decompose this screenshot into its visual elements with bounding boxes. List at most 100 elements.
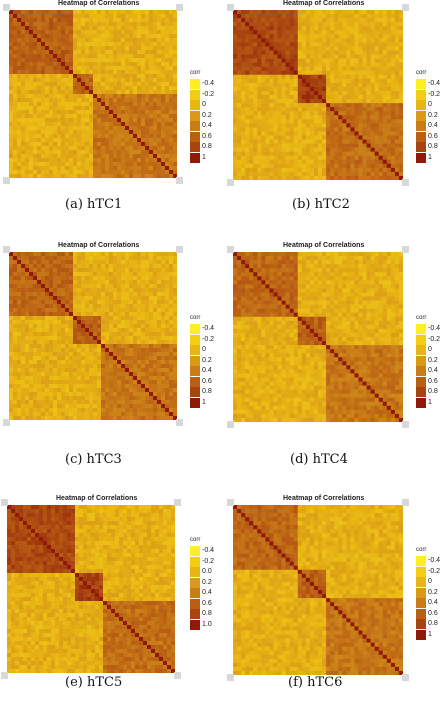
heatmap-cell [277, 163, 282, 169]
heatmap-cell [17, 118, 22, 123]
heatmap-cell [261, 62, 266, 67]
heatmap-cell [97, 18, 102, 23]
heatmap-cell [370, 147, 375, 152]
heatmap-cell [386, 163, 392, 169]
heatmap-cell [153, 30, 158, 35]
heatmap-cell [101, 46, 106, 51]
heatmap-cell [101, 158, 106, 163]
heatmap-cell [141, 352, 146, 357]
heatmap-cell [253, 107, 258, 112]
heatmap-cell [105, 134, 110, 139]
heatmap-cell [9, 10, 14, 15]
heatmap-cell [65, 50, 70, 55]
heatmap-cell [309, 70, 315, 76]
heatmap-cell [69, 62, 74, 67]
heatmap-cell [81, 74, 86, 79]
heatmap-cell [61, 66, 66, 71]
heatmap-cell [37, 150, 42, 155]
heatmap-cell [378, 143, 384, 148]
heatmap-cell [313, 42, 319, 47]
heatmap-cell [93, 90, 98, 95]
heatmap-cell [245, 167, 250, 173]
heatmap-cell [53, 288, 58, 293]
heatmap-cell [370, 82, 375, 88]
heatmap-cell [81, 114, 86, 119]
heatmap-cell [37, 142, 42, 147]
heatmap-cell [277, 131, 282, 136]
heatmap-cell [165, 118, 170, 123]
heatmap-cell [21, 38, 26, 43]
heatmap-cell [322, 22, 327, 27]
heatmap-cell [41, 300, 46, 305]
heatmap-cell [330, 18, 335, 23]
heatmap-cell [13, 252, 18, 257]
heatmap-cell [105, 272, 110, 277]
heatmap-cell [17, 74, 22, 79]
heatmap-cell [33, 288, 38, 293]
heatmap-cell [133, 106, 138, 111]
heatmap-cell [261, 50, 266, 55]
heatmap-cell [61, 146, 66, 151]
heatmap-cell [318, 163, 323, 169]
heatmap-cell [81, 94, 86, 99]
heatmap-cell [73, 380, 78, 385]
heatmap-cell [33, 356, 38, 361]
heatmap-cell [37, 22, 42, 27]
heatmap-cell [57, 364, 62, 369]
heatmap-cell [17, 66, 22, 71]
heatmap-cell [273, 38, 278, 43]
heatmap-cell [241, 175, 246, 180]
heatmap-cell [169, 26, 174, 31]
heatmap-cell [45, 46, 50, 51]
heatmap-cell [137, 134, 142, 139]
heatmap-cell [245, 70, 250, 76]
heatmap-cell [25, 50, 30, 55]
heatmap-cell [37, 106, 42, 111]
heatmap-cell [382, 99, 388, 104]
heatmap-cell [101, 372, 106, 377]
heatmap-cell [93, 30, 98, 35]
heatmap-cell [129, 50, 134, 55]
heatmap-cell [97, 300, 102, 305]
heatmap-cell [121, 348, 126, 353]
heatmap-cell [281, 66, 286, 72]
heatmap-cell [350, 103, 355, 108]
heatmap-cell [297, 163, 303, 169]
heatmap-cell [318, 26, 323, 31]
heatmap-cell [237, 159, 242, 165]
heatmap-cell [65, 364, 70, 369]
heatmap-cell [109, 102, 114, 107]
heatmap-cell [17, 328, 22, 333]
heatmap-cell [137, 14, 142, 19]
heatmap-cell [318, 50, 323, 55]
heatmap-cell [322, 10, 327, 15]
heatmap-cell [394, 95, 400, 100]
heatmap-cell [394, 143, 400, 148]
heatmap-cell [149, 336, 154, 341]
heatmap-cell [173, 268, 177, 273]
heatmap-cell [334, 139, 339, 144]
heatmap-cell [137, 300, 142, 305]
heatmap-cell [161, 158, 166, 163]
heatmap-cell [322, 46, 327, 51]
heatmap-cell [77, 22, 82, 27]
heatmap-cell [77, 154, 82, 159]
heatmap-cell [101, 114, 106, 119]
heatmap-cell [153, 288, 158, 293]
heatmap-cell [89, 348, 94, 353]
heatmap-cell [89, 272, 94, 277]
heatmap-cell [237, 155, 242, 161]
heatmap-cell [109, 264, 114, 269]
heatmap-cell [342, 107, 347, 112]
heatmap-cell [378, 70, 384, 76]
heatmap-cell [233, 175, 238, 180]
heatmap-cell [89, 122, 94, 127]
heatmap-cell [173, 70, 177, 75]
heatmap-cell [85, 252, 90, 257]
heatmap-cell [173, 154, 177, 159]
heatmap-cell [350, 115, 355, 120]
heatmap-cell [169, 38, 174, 43]
heatmap-cell [370, 30, 375, 35]
heatmap-cell [113, 114, 118, 119]
heatmap-cell [378, 99, 384, 104]
